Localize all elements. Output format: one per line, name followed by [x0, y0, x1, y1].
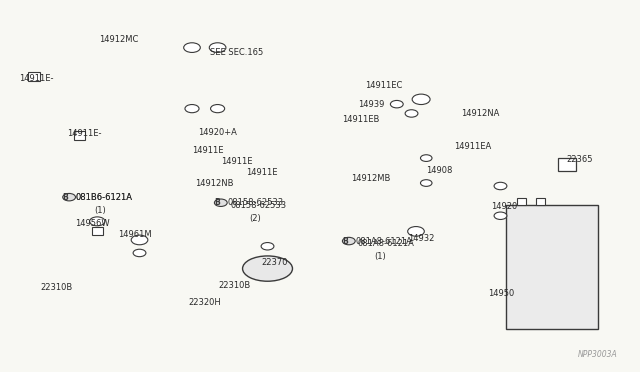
- Text: 22310B: 22310B: [40, 283, 72, 292]
- Text: 14911EA: 14911EA: [454, 142, 492, 151]
- Text: 14911E: 14911E: [221, 157, 252, 166]
- Circle shape: [405, 110, 418, 117]
- Circle shape: [420, 155, 432, 161]
- Circle shape: [261, 243, 274, 250]
- Bar: [28, 72, 40, 81]
- Text: 14956W: 14956W: [76, 219, 110, 228]
- Circle shape: [420, 180, 432, 186]
- Text: 081A8-6121A: 081A8-6121A: [357, 239, 414, 248]
- Text: 14911E-: 14911E-: [67, 129, 102, 138]
- Text: 14912MB: 14912MB: [351, 174, 390, 183]
- Circle shape: [342, 237, 355, 245]
- Text: 081A8-6121A: 081A8-6121A: [355, 237, 412, 246]
- Text: 14939: 14939: [358, 100, 385, 109]
- Text: 14908: 14908: [426, 166, 452, 174]
- Text: 14912MC: 14912MC: [99, 35, 139, 44]
- Circle shape: [408, 227, 424, 236]
- Text: B: B: [214, 198, 220, 207]
- Circle shape: [214, 199, 227, 206]
- Circle shape: [133, 249, 146, 257]
- Text: 22320H: 22320H: [189, 298, 221, 307]
- Text: (2): (2): [250, 214, 261, 223]
- Text: 08158-62533: 08158-62533: [230, 201, 287, 210]
- Bar: [558, 158, 576, 171]
- Text: 14920: 14920: [492, 202, 518, 211]
- Circle shape: [494, 182, 507, 190]
- Text: 22370: 22370: [261, 258, 287, 267]
- Text: 14932: 14932: [408, 234, 434, 243]
- Circle shape: [90, 217, 105, 226]
- Text: 08158-62533: 08158-62533: [227, 198, 284, 207]
- Text: 14912NB: 14912NB: [195, 179, 234, 187]
- Circle shape: [184, 43, 200, 52]
- Text: SEE SEC.165: SEE SEC.165: [210, 48, 263, 57]
- Bar: [92, 227, 103, 235]
- Bar: [74, 131, 85, 140]
- Circle shape: [412, 94, 430, 105]
- Text: 14911E: 14911E: [192, 146, 223, 155]
- Text: 22310B: 22310B: [219, 281, 251, 290]
- Text: 081B6-6121A: 081B6-6121A: [76, 193, 132, 202]
- Bar: [517, 198, 526, 205]
- Circle shape: [211, 105, 225, 113]
- Text: (1): (1): [374, 252, 386, 261]
- Circle shape: [390, 100, 403, 108]
- Circle shape: [494, 212, 507, 219]
- Bar: [506, 205, 598, 329]
- Text: 14950: 14950: [488, 289, 514, 298]
- Text: B: B: [342, 237, 348, 246]
- Circle shape: [63, 193, 76, 201]
- Circle shape: [131, 235, 148, 245]
- Text: 22365: 22365: [566, 155, 593, 164]
- Ellipse shape: [243, 256, 292, 281]
- Text: 14920+A: 14920+A: [198, 128, 237, 137]
- Text: 14961M: 14961M: [118, 230, 152, 239]
- Text: 14911EB: 14911EB: [342, 115, 380, 124]
- Text: 081B6-6121A: 081B6-6121A: [76, 193, 132, 202]
- Text: 14912NA: 14912NA: [461, 109, 499, 118]
- Circle shape: [209, 43, 226, 52]
- Text: 14911E: 14911E: [246, 169, 278, 177]
- Text: B: B: [63, 193, 68, 202]
- Text: NPP3003A: NPP3003A: [578, 350, 618, 359]
- Text: (1): (1): [95, 206, 106, 215]
- Circle shape: [185, 105, 199, 113]
- Bar: [536, 198, 545, 205]
- Text: 14911E-: 14911E-: [19, 74, 54, 83]
- Text: 14911EC: 14911EC: [365, 81, 402, 90]
